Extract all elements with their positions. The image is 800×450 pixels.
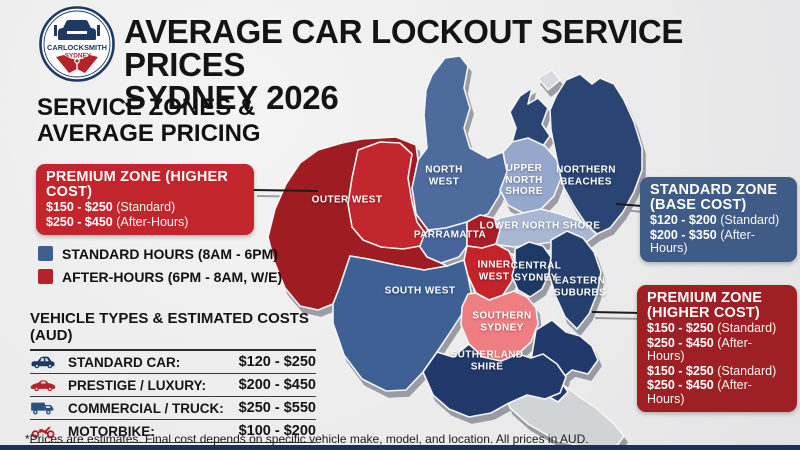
region-inner-west-north <box>466 214 501 249</box>
standard-zone-line1: $120 - $200 (Standard) <box>650 213 780 227</box>
region-north-west <box>411 55 508 231</box>
premium-left-title: PREMIUM ZONE (HIGHER COST) <box>46 169 229 200</box>
region-eastern-suburbs <box>548 230 602 330</box>
callout-line-premium-left <box>253 189 319 192</box>
legend-after-hours: AFTER-HOURS (6PM - 8AM, W/E) <box>38 265 282 288</box>
callout-line-standard <box>615 203 643 207</box>
row-price: $250 - $550 <box>238 400 316 416</box>
after-hours-swatch-icon <box>38 269 53 284</box>
callout-line-premium-right <box>591 311 640 314</box>
map-islet-1 <box>537 69 561 91</box>
premium-right-line4: $250 - $450 (After-Hours) <box>647 378 752 406</box>
hours-legend: STANDARD HOURS (8AM - 6PM) AFTER-HOURS (… <box>38 242 282 288</box>
region-northern-beaches <box>549 73 643 235</box>
standard-car-icon <box>30 354 68 370</box>
region-inner-west <box>463 243 516 301</box>
region-outer-west-inner <box>347 141 426 250</box>
logo-outer-ring <box>39 6 115 82</box>
standard-zone-line2: $200 - $350 (After-Hours) <box>650 227 755 255</box>
standard-hours-swatch-icon <box>38 246 53 261</box>
premium-zone-callout-left: PREMIUM ZONE (HIGHER COST) $150 - $250 (… <box>36 164 254 235</box>
table-row-motorbike: MOTORBIKE: $100 - $200 <box>30 420 316 443</box>
section-title: SERVICE ZONES & AVERAGE PRICING <box>37 95 261 147</box>
row-label: STANDARD CAR: <box>68 354 181 370</box>
row-label: COMMERCIAL / TRUCK: <box>68 400 224 416</box>
standard-zone-callout: STANDARD ZONE (BASE COST) $120 - $200 (S… <box>640 177 797 262</box>
legend-after-hours-label: AFTER-HOURS (6PM - 8AM, W/E) <box>62 268 283 285</box>
region-central-sydney <box>511 241 552 298</box>
page-title-line2: SYDNEY 2026 <box>124 79 339 116</box>
vehicle-table-title: VEHICLE TYPES & ESTIMATED COSTS (AUD) <box>30 310 316 351</box>
premium-zone-callout-right: PREMIUM ZONE (HIGHER COST) $150 - $250 (… <box>637 285 797 412</box>
table-row-standard-car: STANDARD CAR: $120 - $250 <box>30 351 316 374</box>
prestige-car-icon <box>30 377 68 393</box>
logo-inner-ring <box>43 10 111 78</box>
premium-right-title-line1: PREMIUM ZONE <box>647 290 763 306</box>
page-title: AVERAGE CAR LOCKOUT SERVICE PRICES SYDNE… <box>124 15 800 114</box>
region-south-west <box>332 255 472 392</box>
bottom-accent-bar <box>0 445 800 450</box>
section-title-line2: AVERAGE PRICING <box>37 120 261 147</box>
row-label: MOTORBIKE: <box>68 423 155 439</box>
logo-car-icon <box>54 20 100 40</box>
standard-zone-title-line2: (BASE COST) <box>650 197 747 213</box>
premium-right-line2: $250 - $450 (After-Hours) <box>647 335 752 363</box>
region-upper-north-shore <box>499 137 562 214</box>
premium-right-line1: $150 - $250 (Standard) <box>647 321 777 335</box>
table-row-prestige: PRESTIGE / LUXURY: $200 - $450 <box>30 374 316 397</box>
legend-standard-hours: STANDARD HOURS (8AM - 6PM) <box>38 242 282 265</box>
page-title-line1: AVERAGE CAR LOCKOUT SERVICE PRICES <box>124 13 684 83</box>
standard-zone-title-line1: STANDARD ZONE <box>650 182 778 198</box>
premium-left-line1: $150 - $250 (Standard) <box>46 200 176 214</box>
commercial-truck-icon <box>30 400 68 416</box>
logo-key-shield-icon <box>56 55 98 73</box>
carlocksmith-logo: CARLOCKSMITH .SYDNEY <box>39 6 115 82</box>
motorbike-icon <box>30 423 68 439</box>
table-row-commercial: COMMERCIAL / TRUCK: $250 - $550 <box>30 397 316 420</box>
row-label: PRESTIGE / LUXURY: <box>68 377 207 393</box>
premium-right-title-line2: (HIGHER COST) <box>647 305 760 321</box>
logo-name-text: CARLOCKSMITH <box>47 43 107 52</box>
disclaimer-text: *Prices are estimates. Final cost depend… <box>25 432 589 446</box>
row-price: $200 - $450 <box>238 377 316 393</box>
row-price: $120 - $250 <box>238 354 316 370</box>
premium-left-line2: $250 - $450 (After-Hours) <box>46 214 189 229</box>
legend-standard-hours-label: STANDARD HOURS (8AM - 6PM) <box>62 245 278 262</box>
premium-right-line3: $150 - $250 (Standard) <box>647 363 777 378</box>
row-price: $100 - $200 <box>238 423 316 439</box>
vehicle-cost-table: VEHICLE TYPES & ESTIMATED COSTS (AUD) ST… <box>30 310 316 443</box>
section-title-line1: SERVICE ZONES & <box>37 94 256 121</box>
logo-suffix-text: .SYDNEY <box>63 53 92 60</box>
